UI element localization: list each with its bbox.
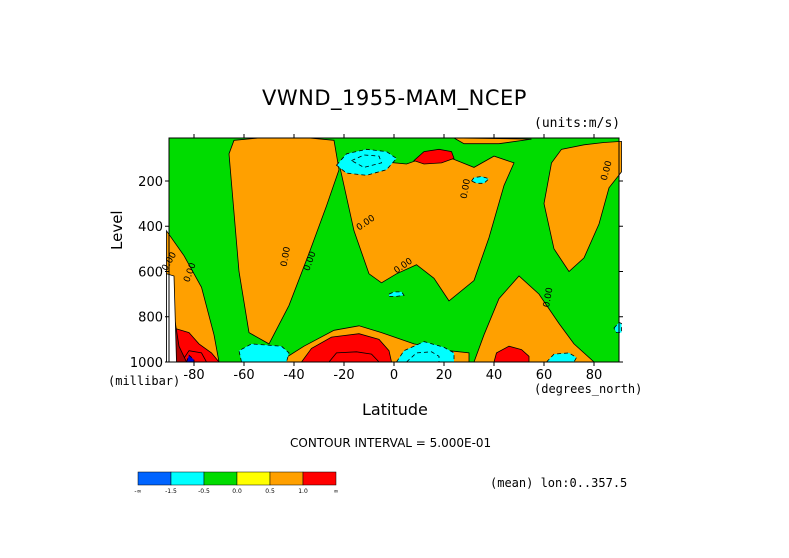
contour-region-9	[350, 154, 383, 168]
x-tick-label: 0	[390, 368, 398, 383]
contour-region-12	[238, 343, 290, 363]
contour-region-25	[185, 354, 195, 363]
colorbar-label: 0.5	[265, 488, 275, 495]
x-tick-label: -40	[283, 368, 304, 383]
contour-region-10	[470, 176, 490, 184]
colorbar-label: -0.5	[198, 488, 210, 495]
contour-value-label: 0.00	[542, 286, 555, 308]
x-tick-label: 40	[486, 368, 503, 383]
x-tick-label: -80	[183, 368, 204, 383]
contour-region-14	[405, 351, 440, 363]
colorbar-swatch	[137, 471, 172, 486]
mean-longitude-text: (mean) lon:0..357.5	[490, 476, 628, 490]
y-tick-label: 200	[138, 175, 163, 190]
y-tick-label: 800	[138, 311, 163, 326]
x-tick-label: -60	[233, 368, 254, 383]
colorbar-swatch	[269, 471, 304, 486]
colorbar-label: 1.0	[298, 488, 308, 495]
x-units-label: (degrees_north)	[534, 382, 643, 396]
contour-value-label: 0.00	[280, 246, 293, 268]
colorbar-label: -∞	[134, 488, 141, 495]
x-tick-label: 80	[586, 368, 603, 383]
colorbar-swatch	[302, 471, 337, 486]
colorbar-label: 0.0	[232, 488, 242, 495]
colorbar-swatch	[203, 471, 238, 486]
colorbar-swatch	[170, 471, 205, 486]
y-tick-label: 600	[138, 265, 163, 280]
contour-value-label: 0.00	[460, 178, 473, 200]
contour-region-17	[413, 148, 455, 165]
colorbar-label: -1.5	[165, 488, 177, 495]
contour-region-13	[395, 341, 455, 363]
y-tick-label: 400	[138, 220, 163, 235]
x-tick-label: 60	[536, 368, 553, 383]
contour-region-16	[613, 321, 622, 334]
colorbar-swatch	[236, 471, 271, 486]
contour-interval-text: CONTOUR INTERVAL = 5.000E-01	[290, 436, 492, 450]
colorbar-label: ∞	[334, 488, 339, 495]
contour-region-5	[473, 275, 596, 363]
units-label: (units:m/s)	[534, 116, 621, 131]
x-tick-label: -20	[333, 368, 354, 383]
x-axis-label: Latitude	[362, 400, 428, 419]
contour-region-6	[543, 140, 622, 273]
contour-region-11	[388, 291, 405, 297]
contour-region-7	[453, 137, 532, 145]
y-tick-label: 1000	[130, 356, 163, 371]
chart-title: VWND_1955-MAM_NCEP	[262, 86, 527, 110]
y-units-label: (millibar)	[108, 374, 181, 388]
x-tick-label: 20	[436, 368, 453, 383]
contour-region-2	[338, 155, 515, 302]
